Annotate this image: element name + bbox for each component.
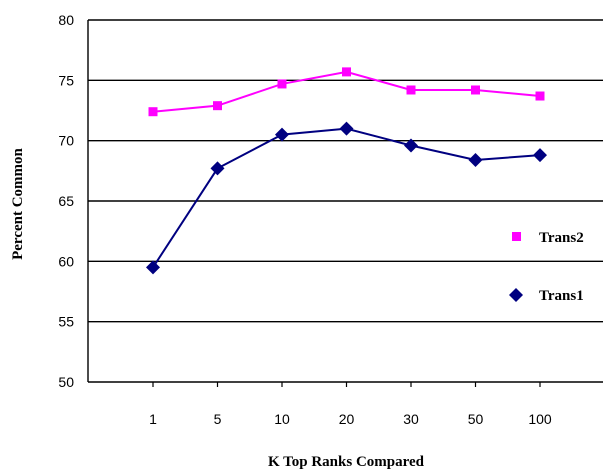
legend-label-trans2: Trans2 (539, 230, 584, 246)
data-point-trans1 (146, 260, 160, 275)
x-tick-label: 1 (149, 411, 157, 427)
legend-marker-trans2 (512, 232, 521, 241)
y-axis-title: Percent Common (10, 147, 26, 259)
data-point-trans2 (342, 67, 351, 77)
y-tick-label: 55 (58, 314, 74, 330)
x-tick-labels: 1 5 10 20 30 50 100 (149, 411, 552, 427)
legend-marker-trans1 (509, 288, 523, 302)
data-point-trans1 (210, 161, 225, 176)
data-point-trans2 (213, 101, 222, 111)
x-tick-label: 20 (339, 411, 355, 427)
gridlines (88, 19, 603, 383)
x-tick-label: 10 (274, 411, 290, 427)
data-point-trans2 (471, 85, 480, 95)
series-line-trans2 (152, 70, 541, 113)
data-point-trans1 (404, 138, 418, 153)
legend: Trans2 Trans1 (509, 230, 584, 304)
x-tick-label: 30 (403, 411, 419, 427)
axes (87, 20, 541, 387)
series-trans1 (146, 121, 547, 275)
data-point-trans1 (275, 127, 289, 142)
data-point-trans2 (406, 85, 416, 95)
data-point-trans1 (533, 148, 547, 163)
x-axis-title: K Top Ranks Compared (268, 454, 425, 470)
y-tick-label: 75 (58, 72, 74, 88)
y-tick-label: 65 (58, 193, 74, 209)
y-tick-label: 70 (58, 133, 74, 149)
data-point-trans2 (535, 91, 545, 101)
y-tick-label: 60 (58, 253, 74, 269)
x-tick-label: 5 (214, 411, 222, 427)
data-point-trans1 (339, 121, 354, 136)
y-tick-label: 80 (58, 12, 74, 28)
x-tick-label: 50 (468, 411, 484, 427)
y-tick-label: 50 (58, 374, 74, 390)
legend-label-trans1: Trans1 (539, 288, 584, 304)
data-point-trans1 (468, 152, 483, 167)
series (146, 67, 547, 275)
y-tick-labels: 50 55 60 65 70 75 80 (58, 12, 74, 390)
data-point-trans2 (277, 79, 287, 89)
series-line-trans1 (152, 127, 541, 268)
x-tick-label: 100 (528, 411, 552, 427)
series-trans2 (148, 67, 545, 117)
data-point-trans2 (148, 107, 158, 117)
